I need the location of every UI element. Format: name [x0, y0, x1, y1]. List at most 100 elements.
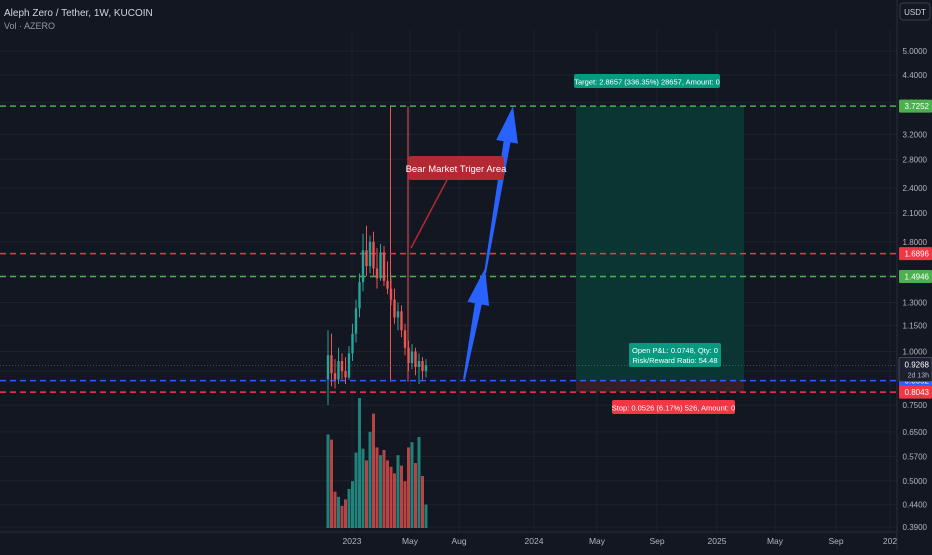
x-tick-label: 2024	[525, 536, 544, 546]
x-tick-label: Sep	[649, 536, 664, 546]
open-pnl-label: Open P&L: 0.0748, Qty: 0	[632, 346, 718, 355]
volume-bar	[330, 439, 333, 528]
candle-body	[354, 308, 358, 334]
y-tick-label: 2.1000	[903, 209, 928, 218]
x-tick-label: May	[767, 536, 784, 546]
callout-annotation[interactable]: Bear Market Triger Area	[406, 156, 508, 249]
y-tick-label: 0.3900	[903, 523, 928, 532]
candle-body	[386, 280, 389, 289]
candle-body	[417, 361, 421, 368]
candle-body	[330, 355, 333, 374]
volume-bar	[424, 504, 428, 528]
volume-bar	[354, 452, 358, 528]
current-price-tag-bg	[898, 357, 932, 382]
callout-text: Bear Market Triger Area	[406, 164, 508, 175]
volume-bar	[358, 398, 361, 528]
volume-bar	[375, 447, 379, 528]
price-tag-label: 1.4946	[905, 272, 930, 281]
trend-arrow[interactable]	[463, 268, 490, 380]
price-tag-bg	[899, 247, 932, 261]
position-labels: Target: 2.8657 (336.35%) 28657, Amount: …	[574, 74, 735, 414]
vertical-lines	[390, 106, 409, 382]
x-tick-label: 202	[883, 536, 897, 546]
volume-bar	[407, 447, 410, 528]
y-tick-label: 0.7500	[903, 401, 928, 410]
currency-badge-bg[interactable]	[899, 2, 931, 21]
candle-body	[396, 311, 400, 318]
price-tag-bg	[899, 385, 932, 399]
volume-bar	[410, 442, 414, 528]
volume-bar	[351, 481, 354, 528]
candle-body	[379, 252, 382, 279]
currency-badge[interactable]: USDT	[904, 8, 926, 17]
price-tag-label: 3.7252	[905, 102, 930, 111]
candle-body	[347, 353, 351, 378]
position-zones	[576, 106, 744, 393]
callout-box[interactable]	[408, 156, 504, 180]
candle-body	[400, 311, 403, 331]
volume-bar	[365, 460, 368, 528]
x-tick-label: 2023	[343, 536, 362, 546]
y-tick-label: 0.5000	[903, 477, 928, 486]
y-tick-label: 1.0000	[903, 347, 928, 356]
candle-body	[361, 250, 365, 283]
volume-bar	[382, 450, 386, 528]
risk-reward-label: Risk/Reward Ratio: 54.48	[632, 356, 717, 365]
volume-bar	[372, 413, 375, 528]
price-tag-label: 0.8043	[905, 388, 930, 397]
stop-label: Stop: 0.0526 (6.17%) 526, Amount: 0	[612, 404, 735, 413]
candle-body	[382, 252, 386, 281]
y-tick-label: 1.8000	[903, 238, 928, 247]
candle-body	[340, 361, 344, 372]
y-tick-label: 0.5700	[903, 452, 928, 461]
volume-bar	[361, 448, 365, 528]
candle-body	[410, 351, 414, 364]
volume-bar	[396, 455, 400, 528]
y-tick-label: 0.6500	[903, 428, 928, 437]
candle-body	[326, 355, 330, 380]
open-label-bg	[629, 343, 721, 367]
volume-bar	[393, 473, 396, 528]
y-tick-label: 2.4000	[903, 184, 928, 193]
candle-body	[358, 282, 361, 309]
y-tick-label: 5.0000	[903, 47, 928, 56]
price-tag-bg	[899, 99, 932, 113]
target-label: Target: 2.8657 (336.35%) 28657, Amount: …	[574, 78, 720, 87]
x-tick-label: Sep	[828, 536, 843, 546]
volume-bar	[400, 465, 403, 528]
x-tick-label: May	[402, 536, 419, 546]
candle-body	[333, 373, 337, 380]
candle-body	[372, 241, 375, 269]
trend-arrow[interactable]	[484, 106, 518, 274]
candle-body	[421, 361, 424, 372]
candle-body	[407, 347, 410, 364]
target-label-bg	[574, 74, 720, 88]
candle-body	[389, 288, 393, 300]
arrows[interactable]	[463, 106, 518, 380]
candles	[326, 225, 428, 406]
countdown-label: 2d 13h	[908, 373, 930, 380]
chart-title: Aleph Zero / Tether, 1W, KUCOIN	[4, 8, 153, 19]
x-tick-label: May	[589, 536, 606, 546]
callout-pointer	[410, 179, 448, 249]
volume-bar	[417, 437, 421, 528]
price-tag-bg	[899, 269, 932, 283]
volume-bar	[386, 460, 389, 528]
volume-bar	[421, 476, 424, 528]
volume-bar	[347, 489, 351, 528]
volume-bar	[340, 505, 344, 528]
y-tick-label: 1.3000	[903, 299, 928, 308]
candle-body	[337, 361, 340, 380]
x-tick-label: 2025	[708, 536, 727, 546]
candle-body	[365, 250, 368, 267]
stop-zone	[576, 380, 744, 393]
candle-body	[344, 371, 347, 378]
candle-body	[375, 268, 379, 279]
volume-bars	[326, 398, 428, 528]
candle-body	[368, 241, 372, 267]
volume-bar	[368, 431, 372, 528]
